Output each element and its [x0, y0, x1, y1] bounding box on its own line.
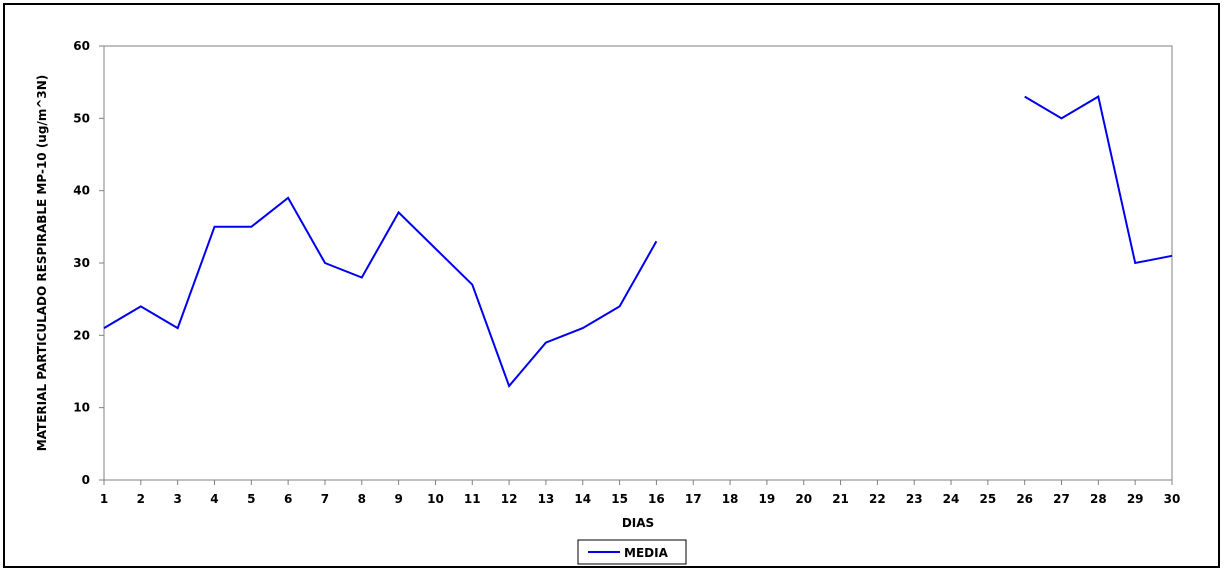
- x-tick-label: 19: [759, 492, 776, 506]
- x-tick-label: 4: [210, 492, 218, 506]
- x-tick-label: 23: [906, 492, 923, 506]
- x-tick-label: 18: [722, 492, 739, 506]
- series-line-media: [1024, 95, 1173, 265]
- y-tick-label: 10: [73, 401, 90, 415]
- y-axis-title: MATERIAL PARTICULADO RESPIRABLE MP-10 (u…: [35, 75, 49, 452]
- x-tick-label: 28: [1090, 492, 1107, 506]
- y-tick-label: 0: [82, 473, 90, 487]
- y-axis: 0 10 20 30 40 50 60: [73, 39, 104, 487]
- x-tick-label: 30: [1164, 492, 1181, 506]
- x-tick-label: 6: [284, 492, 292, 506]
- y-tick-label: 30: [73, 256, 90, 270]
- y-tick-label: 20: [73, 328, 90, 342]
- x-axis-title: DIAS: [622, 516, 654, 530]
- x-tick-label: 11: [464, 492, 481, 506]
- x-tick-label: 1: [100, 492, 108, 506]
- x-tick-label: 20: [795, 492, 812, 506]
- x-tick-label: 8: [358, 492, 366, 506]
- x-tick-label: 24: [943, 492, 960, 506]
- x-tick-label: 3: [173, 492, 181, 506]
- legend-label-media: MEDIA: [624, 546, 669, 560]
- x-tick-label: 5: [247, 492, 255, 506]
- x-tick-label: 21: [832, 492, 849, 506]
- plot-area: [103, 45, 1173, 481]
- x-tick-label: 16: [648, 492, 665, 506]
- y-tick-label: 50: [73, 111, 90, 125]
- x-tick-label: 13: [538, 492, 555, 506]
- x-tick-label: 22: [869, 492, 886, 506]
- x-axis: 1 2 3 4 5 6 7 8 9 10 11 12 13 14 15 16 17 18 19 20 21 22 23 24 2…: [100, 480, 1181, 506]
- y-tick-label: 60: [73, 39, 90, 53]
- x-tick-label: 10: [427, 492, 444, 506]
- x-tick-label: 25: [980, 492, 997, 506]
- x-tick-label: 27: [1053, 492, 1070, 506]
- legend: MEDIA: [577, 539, 687, 565]
- y-tick-label: 40: [73, 184, 90, 198]
- x-tick-label: 29: [1127, 492, 1144, 506]
- x-tick-label: 12: [501, 492, 518, 506]
- x-tick-label: 17: [685, 492, 702, 506]
- x-tick-label: 15: [611, 492, 628, 506]
- x-tick-label: 2: [137, 492, 145, 506]
- x-tick-label: 9: [394, 492, 402, 506]
- x-tick-label: 26: [1016, 492, 1033, 506]
- x-tick-label: 14: [574, 492, 591, 506]
- x-tick-label: 7: [321, 492, 329, 506]
- series-layer: [103, 95, 1173, 388]
- series-line-media: [103, 196, 658, 388]
